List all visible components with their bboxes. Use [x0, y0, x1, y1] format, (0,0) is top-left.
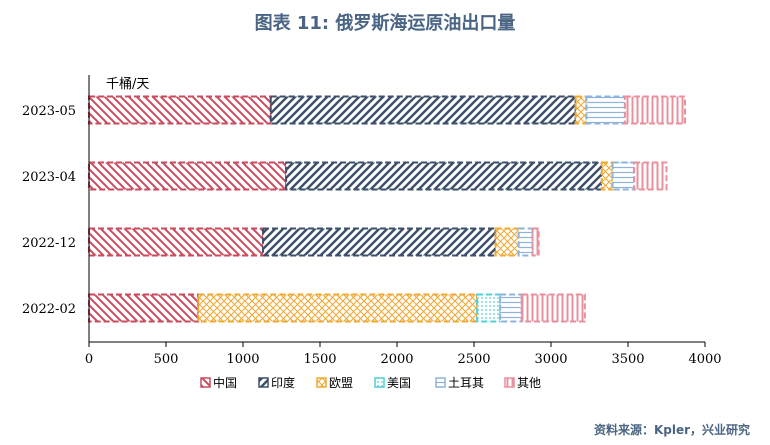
legend-swatch: [316, 377, 327, 388]
x-tick-label: 2000: [380, 352, 413, 367]
chart-title: 图表 11: 俄罗斯海运原油出口量: [255, 12, 516, 34]
legend-item-美国: 美国: [374, 376, 411, 390]
legend-swatch: [504, 377, 515, 388]
bar-2023-04-欧盟: [600, 161, 614, 191]
x-tick-label: 3500: [611, 352, 644, 367]
bars-group: [88, 95, 686, 323]
bar-2023-05-印度: [269, 95, 577, 125]
bar-2023-04-中国: [88, 161, 288, 191]
bar-2022-02-土耳其: [499, 293, 523, 323]
legend-swatch: [258, 377, 269, 388]
legend-label: 欧盟: [329, 376, 353, 390]
bar-2022-12-欧盟: [494, 227, 520, 257]
y-tick-label: 2023-04: [22, 170, 76, 185]
legend-label: 美国: [387, 376, 411, 390]
bar-2023-04-其他: [633, 161, 668, 191]
legend-item-土耳其: 土耳其: [435, 376, 484, 390]
bar-2022-02-中国: [88, 293, 200, 323]
bar-2022-02-美国: [476, 293, 502, 323]
bar-2023-05-中国: [88, 95, 272, 125]
bar-2023-05-欧盟: [574, 95, 588, 125]
y-tick-label: 2023-05: [22, 104, 76, 119]
y-tick-label: 2022-12: [22, 236, 76, 251]
x-tick-label: 4000: [688, 352, 721, 367]
legend-swatch: [435, 377, 446, 388]
legend-label: 其他: [517, 376, 541, 390]
bar-2023-04-印度: [285, 161, 603, 191]
x-tick-label: 2500: [457, 352, 490, 367]
legend-swatch: [200, 377, 211, 388]
legend-item-其他: 其他: [504, 376, 541, 390]
legend-item-印度: 印度: [258, 375, 295, 390]
legend-swatch: [374, 377, 385, 388]
bar-2022-12-土耳其: [517, 227, 534, 257]
legend-label: 土耳其: [448, 376, 484, 390]
bar-2022-02-其他: [520, 293, 586, 323]
source-note: 资料来源：Kpler，兴业研究: [594, 422, 750, 437]
bar-2023-05-其他: [623, 95, 686, 125]
bar-2023-04-土耳其: [611, 161, 636, 191]
x-axis-ticks: 0 500 1000 1500 2000 2500 3000 3500 4000: [85, 342, 722, 367]
legend-label: 印度: [271, 375, 295, 390]
bar-2022-02-欧盟: [197, 293, 479, 323]
y-tick-label: 2022-02: [22, 302, 76, 317]
x-tick-label: 500: [154, 352, 179, 367]
bar-2022-12-其他: [531, 227, 540, 257]
legend: 中国 印度 欧盟 美国 土耳其 其他: [200, 375, 541, 390]
bar-2022-12-印度: [262, 227, 497, 257]
x-tick-label: 0: [85, 352, 93, 367]
legend-label: 中国: [213, 375, 237, 390]
unit-label: 千桶/天: [106, 77, 149, 92]
y-axis-labels: 2023-05 2023-04 2022-12 2022-02: [22, 104, 76, 317]
x-tick-label: 3000: [534, 352, 567, 367]
x-tick-label: 1000: [226, 352, 259, 367]
bar-2023-05-土耳其: [585, 95, 626, 125]
bar-2022-12-中国: [88, 227, 265, 257]
legend-item-中国: 中国: [200, 375, 237, 390]
x-tick-label: 1500: [303, 352, 336, 367]
legend-item-欧盟: 欧盟: [316, 376, 353, 390]
